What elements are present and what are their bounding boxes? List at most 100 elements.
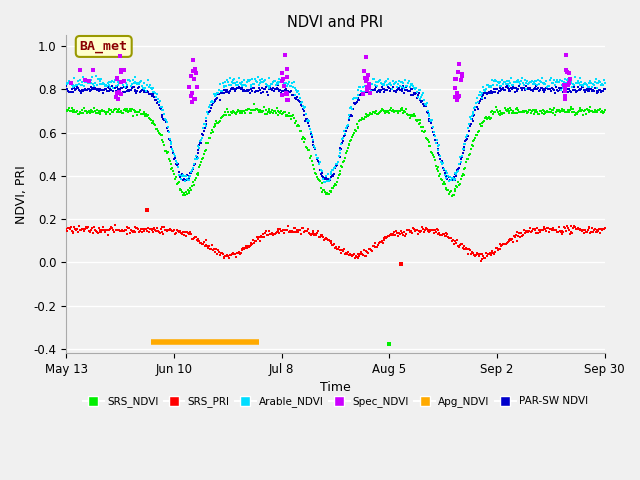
Point xyxy=(511,104,522,111)
Point xyxy=(395,230,405,238)
Point xyxy=(309,165,319,172)
Point xyxy=(463,132,473,140)
Point xyxy=(168,149,179,157)
Point xyxy=(589,227,599,234)
Point xyxy=(467,249,477,256)
Point xyxy=(508,83,518,91)
Point xyxy=(306,128,316,135)
Point xyxy=(545,77,555,84)
Point xyxy=(495,245,505,252)
Point xyxy=(160,115,170,122)
Point xyxy=(569,108,579,116)
Point xyxy=(114,85,124,93)
Point xyxy=(95,109,106,117)
Point xyxy=(556,84,566,91)
Point xyxy=(540,79,550,87)
Point xyxy=(595,105,605,113)
Point xyxy=(517,74,527,82)
Point xyxy=(255,237,265,245)
Point xyxy=(300,117,310,124)
Point xyxy=(264,83,275,90)
Point xyxy=(239,76,250,84)
Point xyxy=(537,74,547,82)
Point xyxy=(253,235,263,243)
Point xyxy=(524,85,534,93)
Point xyxy=(541,227,552,234)
Point xyxy=(446,188,456,195)
Point xyxy=(369,109,380,117)
Point xyxy=(490,248,500,256)
Point xyxy=(188,166,198,173)
Point xyxy=(202,242,212,250)
Point xyxy=(369,86,379,94)
Point xyxy=(369,243,380,251)
Point xyxy=(366,87,376,95)
Point xyxy=(529,106,540,114)
Point xyxy=(104,105,114,113)
Point xyxy=(316,184,326,192)
Point xyxy=(153,95,163,103)
Point xyxy=(360,113,371,121)
Point xyxy=(404,228,415,236)
Point xyxy=(442,174,452,181)
Point xyxy=(333,243,344,251)
Point xyxy=(243,87,253,95)
Point xyxy=(527,106,538,114)
Point xyxy=(158,106,168,114)
Point xyxy=(405,81,415,88)
Point xyxy=(122,82,132,89)
Point xyxy=(240,81,250,88)
Point xyxy=(182,229,193,237)
Point xyxy=(200,147,210,155)
Point xyxy=(95,226,105,234)
Point xyxy=(440,169,451,177)
Point xyxy=(588,86,598,94)
Point xyxy=(545,85,555,93)
Point xyxy=(520,228,531,236)
Point xyxy=(440,169,450,177)
Point xyxy=(367,247,377,254)
Point xyxy=(523,228,533,236)
Point xyxy=(562,108,572,116)
Point xyxy=(587,83,597,91)
Point xyxy=(235,79,245,86)
Point xyxy=(308,142,319,149)
Point xyxy=(393,81,403,88)
Point xyxy=(402,110,412,118)
Point xyxy=(594,87,604,95)
Point xyxy=(237,83,248,90)
Point xyxy=(127,112,138,120)
Point xyxy=(205,107,215,114)
Point xyxy=(256,78,266,86)
Point xyxy=(435,156,445,163)
Point xyxy=(187,182,197,190)
Point xyxy=(473,128,483,136)
Point xyxy=(593,227,604,235)
Point xyxy=(340,250,350,258)
Point xyxy=(522,84,532,92)
Point xyxy=(557,81,568,88)
Point xyxy=(220,108,230,116)
Point xyxy=(526,79,536,86)
Point xyxy=(203,109,213,117)
Point xyxy=(117,84,127,92)
Point xyxy=(84,228,95,235)
Point xyxy=(72,81,82,89)
Point xyxy=(312,155,322,163)
Point xyxy=(164,155,174,163)
Point xyxy=(142,81,152,88)
Point xyxy=(120,105,130,112)
Point xyxy=(376,107,386,115)
Point xyxy=(207,241,217,249)
Point xyxy=(373,78,383,86)
Point xyxy=(271,104,282,112)
Point xyxy=(390,79,401,86)
Point xyxy=(434,141,444,149)
Point xyxy=(318,186,328,194)
Point xyxy=(223,88,233,96)
Point xyxy=(111,93,122,101)
Point xyxy=(536,78,546,86)
Point xyxy=(355,251,365,258)
Point xyxy=(298,133,308,141)
Point xyxy=(276,70,287,77)
